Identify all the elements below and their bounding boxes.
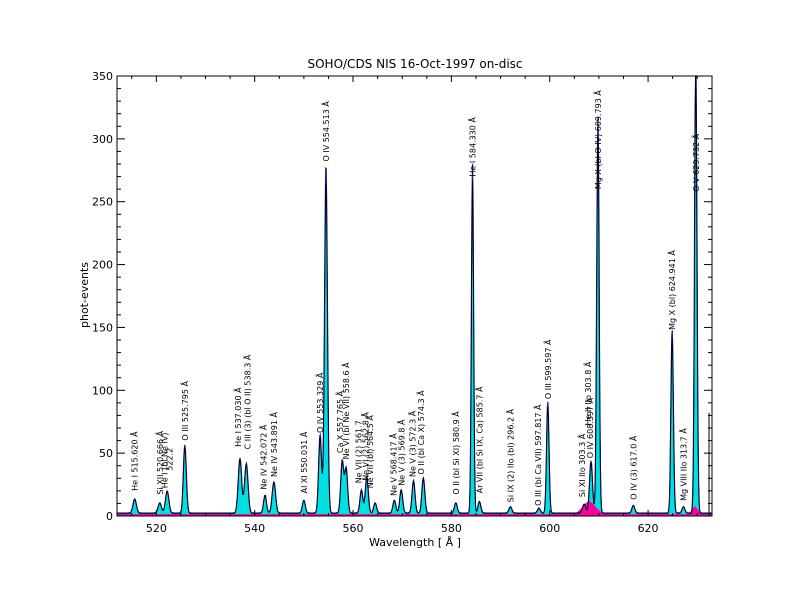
line-label: Ne VI (2) 562.8 Å <box>359 412 370 481</box>
line-label: Si XII 520.666 Å <box>154 430 165 494</box>
y-tick-label: 50 <box>99 447 113 460</box>
series-line-observed <box>117 75 712 514</box>
x-tick-label: 580 <box>441 522 462 535</box>
y-tick-label: 300 <box>92 133 113 146</box>
line-label: O IV 553.329 Å <box>314 372 325 433</box>
line-label: O II (bl Ca X) 574.3 Å <box>415 390 426 475</box>
x-tick-label: 540 <box>244 522 265 535</box>
chart-title: SOHO/CDS NIS 16-Oct-1997 on-disc <box>307 57 522 71</box>
y-tick-label: 0 <box>106 510 113 523</box>
line-label: Ne IV 543.891 Å <box>268 412 279 477</box>
line-label: He I 515.620 Å <box>129 431 140 491</box>
line-label: Ne V 568.417 Å <box>387 433 398 496</box>
plot-frame <box>116 75 713 517</box>
line-label: Mg X (bl O IV) 609.793 Å <box>592 90 603 189</box>
line-label: O IV (3) 617.0 Å <box>627 435 638 500</box>
plot-area <box>117 75 712 516</box>
line-label: Ca X 557.765 Å <box>334 390 345 453</box>
line-label: Si IX (2) IIo (bl) 296.2 Å <box>504 408 515 502</box>
line-label: Si XI IIo 303.3 Å <box>576 433 587 497</box>
line-label: O III (bl Ca VII) 597.817 Å <box>532 404 543 506</box>
line-label: Al XI 550.031 Å <box>298 431 309 493</box>
x-tick-label: 520 <box>146 522 167 535</box>
line-label: Ne V (3) 569.8 Å <box>396 419 407 486</box>
x-tick-label: 600 <box>539 522 560 535</box>
x-tick-label: 620 <box>638 522 659 535</box>
x-axis-title: Wavelength [ Å ] <box>369 536 461 549</box>
line-label: Mg VIII IIo 313.7 Å <box>678 428 689 501</box>
line-label: Ne VII (bl) 564.5 Å <box>364 415 375 489</box>
line-label: C III (3) (bl O II) 538.3 Å <box>241 354 252 449</box>
line-label: O V 629.732 Å <box>690 133 701 191</box>
line-label: He I 584.330 Å <box>467 117 478 177</box>
line-label: O IV 608.397 Å <box>584 397 595 458</box>
y-tick-label: 350 <box>92 70 113 83</box>
line-label: He I 537.030 Å <box>232 387 243 447</box>
line-label: He II IIo 303.8 Å <box>582 361 593 425</box>
line-label: O II (bl Si XI) 580.9 Å <box>450 411 461 495</box>
line-label: Ne V (3) 572.3 Å <box>407 410 418 477</box>
y-tick-label: 150 <box>92 321 113 334</box>
x-tick-label: 560 <box>343 522 364 535</box>
y-tick-label: 250 <box>92 196 113 209</box>
line-label: 522.2 <box>166 448 175 471</box>
y-axis-title: phot-events <box>78 262 91 328</box>
line-label: He I (bl Ne IV) <box>161 433 170 489</box>
fit-area-secondary <box>117 501 712 516</box>
line-label: Ne IV 542.072 Å <box>258 424 269 489</box>
line-label: Ne VI (bl Ne VII) 558.6 Å <box>340 362 351 460</box>
y-tick-label: 100 <box>92 384 113 397</box>
line-label: O III 525.795 Å <box>179 381 190 441</box>
line-label: Mg X (bl) 624.941 Å <box>666 250 677 330</box>
line-label: Ne VII (2) 561.7 <box>354 420 363 483</box>
line-label: O III 599.597 Å <box>542 339 553 399</box>
y-tick-label: 200 <box>92 259 113 272</box>
line-label: O IV 554.513 Å <box>320 101 331 162</box>
line-label: Ar VII (bl Si IX, Ca) 585.7 Å <box>473 386 484 493</box>
